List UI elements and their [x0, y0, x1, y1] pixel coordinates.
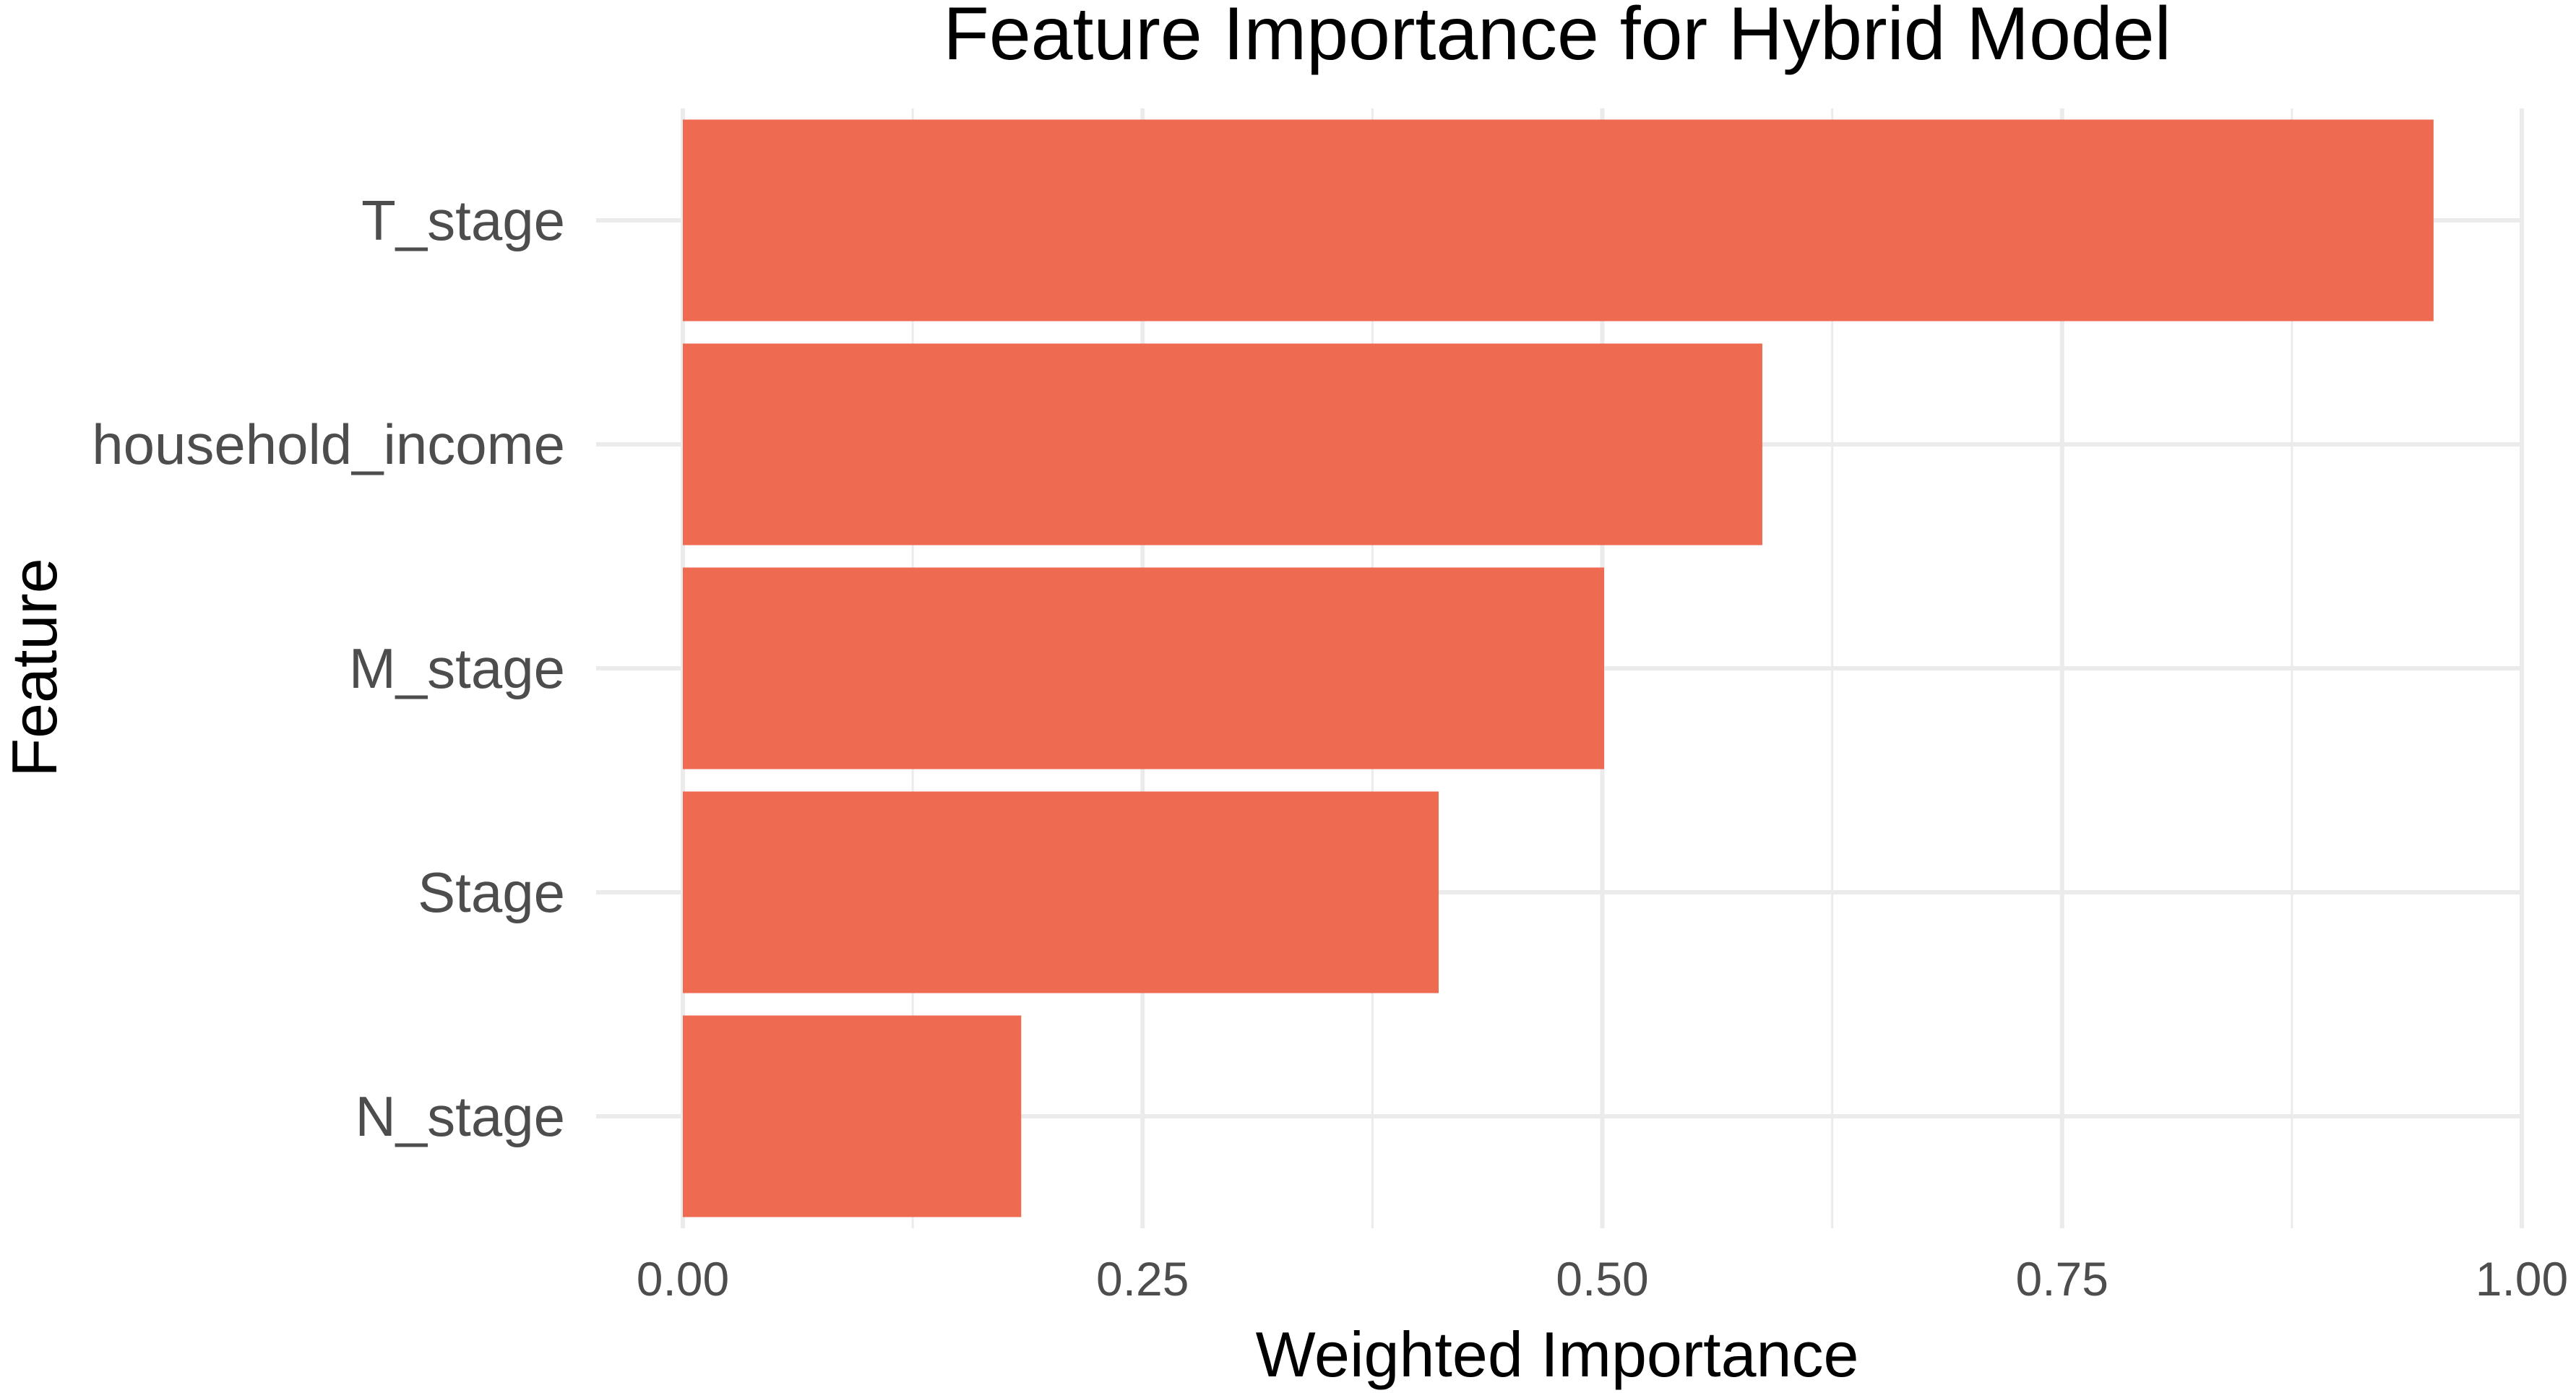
y-tick-label: household_income — [92, 413, 565, 476]
y-tick-labels: T_stage household_income M_stage Stage N_sta… — [92, 189, 565, 1148]
y-axis-title: Feature — [0, 558, 70, 777]
chart-title: Feature Importance for Hybrid Model — [943, 0, 2171, 76]
bar-N_stage — [683, 1015, 1022, 1217]
bars — [683, 119, 2434, 1217]
bar-Stage — [683, 791, 1439, 993]
y-tick-label: M_stage — [349, 637, 565, 700]
x-tick-label: 0.75 — [2016, 1252, 2108, 1306]
x-tick-label: 0.50 — [1556, 1252, 1648, 1306]
bar-T_stage — [683, 119, 2434, 322]
bar-M_stage — [683, 567, 1605, 769]
y-tick-label: N_stage — [355, 1084, 565, 1148]
x-axis-title: Weighted Importance — [1256, 1319, 1859, 1390]
x-tick-label: 0.25 — [1096, 1252, 1189, 1306]
y-tick-label: Stage — [418, 861, 565, 924]
x-tick-label: 0.00 — [637, 1252, 729, 1306]
y-tick-label: T_stage — [361, 189, 565, 252]
x-tick-label: 1.00 — [2476, 1252, 2568, 1306]
x-tick-labels: 0.00 0.25 0.50 0.75 1.00 — [637, 1252, 2568, 1306]
bar-household_income — [683, 343, 1762, 545]
